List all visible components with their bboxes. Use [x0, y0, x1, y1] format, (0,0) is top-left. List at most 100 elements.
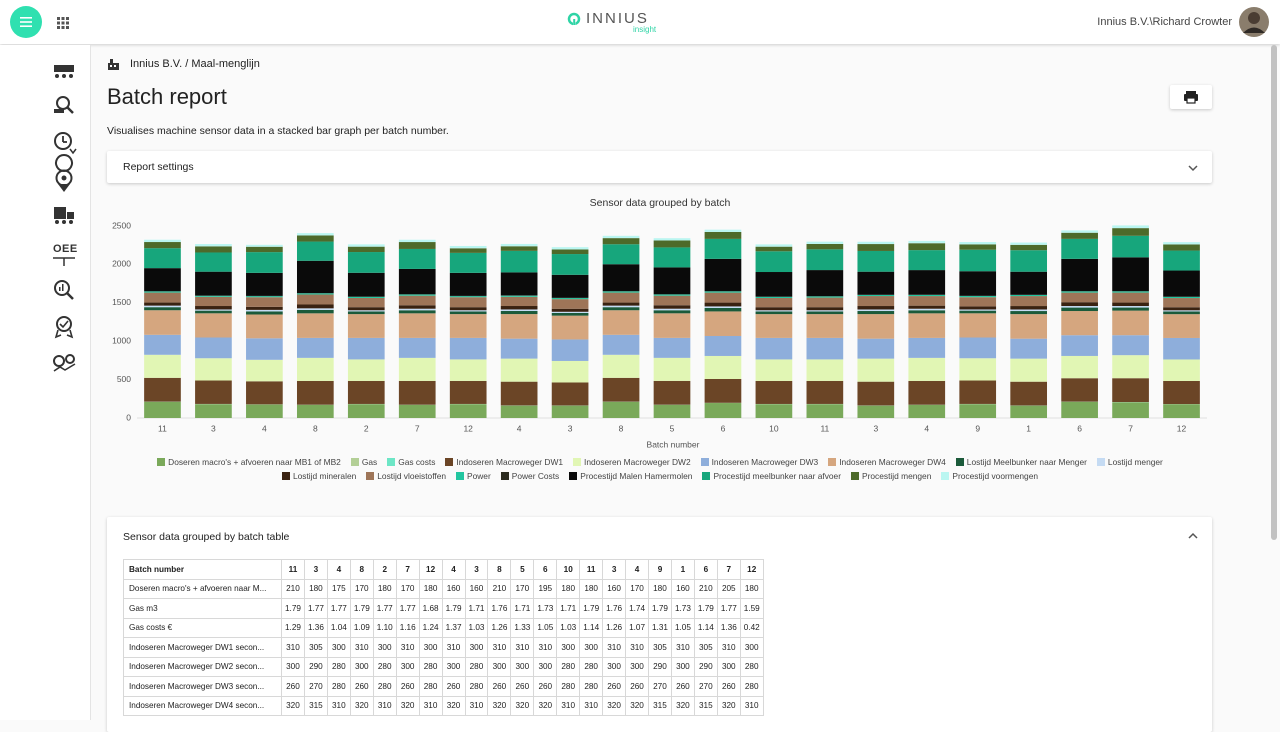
bar-segment [908, 306, 945, 309]
bar-segment [195, 297, 232, 306]
table-cell: 1.36 [717, 618, 740, 638]
row-label: Gas m3 [124, 599, 282, 619]
y-tick-label: 2500 [112, 220, 131, 230]
nav-icon[interactable] [56, 317, 72, 337]
table-cell: 1.09 [350, 618, 373, 638]
legend-item[interactable]: Lostijd Meelbunker naar Menger [956, 457, 1087, 467]
bar-segment [246, 297, 283, 307]
bar-segment [756, 297, 793, 298]
legend-swatch [157, 458, 165, 466]
bar-segment [1010, 311, 1047, 314]
breadcrumb[interactable]: Innius B.V. / Maal-menglijn [130, 58, 260, 70]
oee-label[interactable]: OEE [53, 243, 78, 255]
x-tick-label: 6 [721, 423, 726, 433]
user-name[interactable]: Innius B.V.\Richard Crowter [1097, 16, 1232, 28]
table-cell: 310 [511, 638, 534, 658]
table-cell: 180 [649, 579, 672, 599]
legend-item[interactable]: Procestijd Malen Hamermolen [569, 471, 692, 481]
table-cell: 1.77 [304, 599, 327, 619]
bar-segment [756, 314, 793, 338]
nav-icon[interactable] [54, 97, 73, 113]
legend-item[interactable]: Procestijd voormengen [941, 471, 1038, 481]
bar-segment [195, 244, 232, 246]
bar-segment [246, 245, 283, 247]
table-cell: 310 [396, 638, 419, 658]
bar-segment [756, 310, 793, 311]
report-settings-panel[interactable]: Report settings [107, 151, 1212, 183]
scrollbar[interactable] [1271, 45, 1277, 540]
expand-icon[interactable] [1187, 162, 1199, 174]
legend-item[interactable]: Indoseren Macroweger DW1 [445, 457, 563, 467]
bar-segment [756, 247, 793, 252]
description: Visualises machine sensor data in a stac… [107, 125, 449, 137]
table-cell: 1.24 [419, 618, 442, 638]
bar-segment [1010, 382, 1047, 406]
legend-item[interactable]: Doseren macro's + afvoeren naar MB1 of M… [157, 457, 341, 467]
bar-segment [603, 378, 640, 402]
legend-item[interactable]: Procestijd mengen [851, 471, 931, 481]
table-cell: 1.79 [442, 599, 465, 619]
bar-segment [1061, 259, 1098, 291]
nav-icon[interactable] [56, 155, 72, 192]
legend-item[interactable]: Lostijd vloeistoffen [366, 471, 446, 481]
legend-item[interactable]: Procestijd meelbunker naar afvoer [702, 471, 841, 481]
bar-segment [756, 307, 793, 310]
top-bar: INNIUS insight Innius B.V.\Richard Crowt… [0, 0, 1280, 44]
bar-segment [756, 244, 793, 246]
nav-icon[interactable] [54, 65, 74, 78]
nav-icon[interactable] [54, 355, 75, 371]
legend-item[interactable]: Lostijd mineralen [282, 471, 356, 481]
legend-item[interactable]: Indoseren Macroweger DW4 [828, 457, 946, 467]
bar-segment [959, 306, 996, 309]
menu-button[interactable] [8, 4, 48, 42]
y-tick-label: 0 [126, 412, 131, 422]
nav-icon[interactable] [55, 133, 76, 153]
legend-item[interactable]: Lostijd menger [1097, 457, 1163, 467]
bar-segment [654, 338, 691, 358]
bar-segment [603, 293, 640, 303]
apps-button[interactable] [56, 16, 70, 30]
nav-icon[interactable] [54, 207, 74, 224]
bar-segment [552, 254, 589, 275]
table-cell: 280 [557, 677, 580, 697]
table-cell: 320 [626, 696, 649, 716]
table-cell: 300 [419, 638, 442, 658]
table-header-cell: 7 [396, 560, 419, 580]
table-header-cell: 8 [488, 560, 511, 580]
bar-segment [246, 405, 283, 418]
bar-segment [1163, 314, 1200, 338]
x-tick-label: 5 [670, 423, 675, 433]
table-header-cell: 10 [557, 560, 580, 580]
table-cell: 1.33 [511, 618, 534, 638]
bar-segment [857, 309, 894, 311]
legend-item[interactable]: Power Costs [501, 471, 559, 481]
legend-item[interactable]: Gas [351, 457, 377, 467]
bar-segment [144, 378, 181, 402]
bar-segment [807, 242, 844, 244]
bar-segment [348, 359, 385, 381]
table-cell: 270 [649, 677, 672, 697]
table-cell: 1.79 [694, 599, 717, 619]
table-cell: 1.76 [603, 599, 626, 619]
avatar[interactable] [1238, 6, 1270, 38]
bar-segment [399, 295, 436, 296]
legend-item[interactable]: Gas costs [387, 457, 435, 467]
bar-segment [450, 314, 487, 338]
collapse-icon[interactable] [1187, 530, 1199, 542]
bar-segment [705, 336, 742, 356]
legend-item[interactable]: Indoseren Macroweger DW2 [573, 457, 691, 467]
bar-segment [144, 303, 181, 306]
table-cell: 310 [580, 696, 603, 716]
bar-segment [807, 296, 844, 297]
bar-segment [603, 402, 640, 418]
nav-icon[interactable] [55, 281, 73, 299]
table-cell: 1.29 [282, 618, 305, 638]
table-cell: 310 [488, 638, 511, 658]
print-button[interactable] [1170, 85, 1212, 109]
legend-swatch [445, 458, 453, 466]
legend-label: Indoseren Macroweger DW3 [712, 457, 819, 467]
nav-icon[interactable] [53, 258, 75, 266]
bar-segment [654, 295, 691, 296]
legend-item[interactable]: Indoseren Macroweger DW3 [701, 457, 819, 467]
legend-item[interactable]: Power [456, 471, 491, 481]
